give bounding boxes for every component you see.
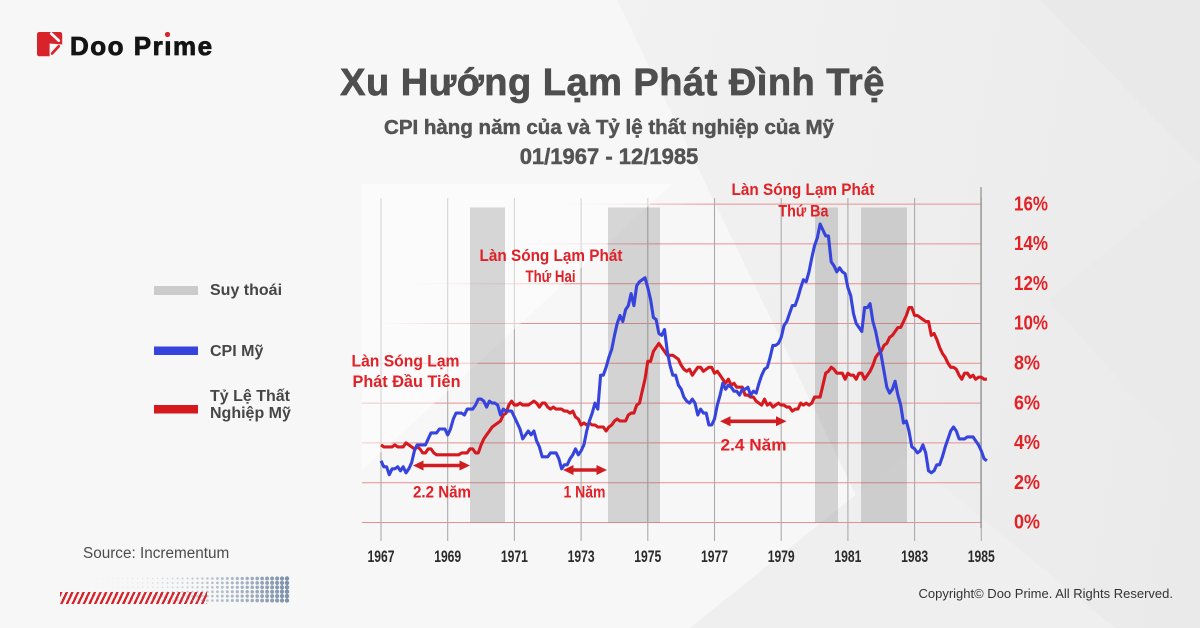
svg-text:6%: 6% [1014, 391, 1040, 414]
svg-text:1969: 1969 [434, 548, 461, 566]
svg-text:Phát Đầu Tiên: Phát Đầu Tiên [353, 372, 461, 391]
svg-text:1977: 1977 [701, 548, 728, 566]
svg-text:0%: 0% [1014, 511, 1040, 534]
svg-text:Thứ Ba: Thứ Ba [778, 202, 828, 221]
svg-text:12%: 12% [1014, 272, 1048, 295]
svg-text:1981: 1981 [834, 548, 861, 566]
svg-text:16%: 16% [1014, 192, 1048, 215]
svg-text:4%: 4% [1014, 431, 1040, 454]
svg-text:1975: 1975 [634, 548, 661, 566]
svg-text:14%: 14% [1014, 232, 1048, 255]
svg-text:Làn Sóng Lạm Phát: Làn Sóng Lạm Phát [732, 180, 875, 199]
svg-text:2.2 Năm: 2.2 Năm [413, 483, 471, 502]
svg-text:1973: 1973 [568, 548, 595, 566]
svg-text:2.4 Năm: 2.4 Năm [721, 436, 787, 455]
svg-text:1983: 1983 [901, 548, 928, 566]
svg-text:2%: 2% [1014, 471, 1040, 494]
svg-text:1985: 1985 [968, 548, 995, 566]
svg-text:8%: 8% [1014, 352, 1040, 375]
svg-text:10%: 10% [1014, 312, 1048, 335]
svg-text:Làn Sóng Lạm: Làn Sóng Lạm [352, 352, 460, 371]
svg-text:1971: 1971 [501, 548, 528, 566]
svg-text:1967: 1967 [368, 548, 395, 566]
svg-text:1 Năm: 1 Năm [564, 483, 606, 502]
svg-text:1979: 1979 [768, 548, 795, 566]
svg-text:Thứ Hai: Thứ Hai [526, 267, 576, 286]
svg-text:Làn Sóng Lạm Phát: Làn Sóng Lạm Phát [480, 246, 623, 265]
